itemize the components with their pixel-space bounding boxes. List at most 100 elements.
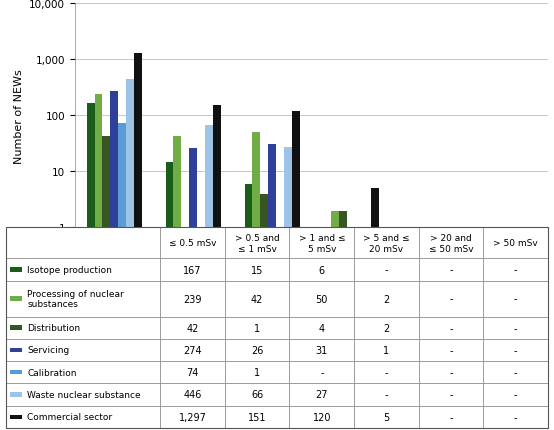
Text: > 1 and ≤
5 mSv: > 1 and ≤ 5 mSv [299, 233, 345, 253]
Text: 74: 74 [186, 367, 199, 377]
Bar [419, 339, 483, 361]
Bar [173, 137, 181, 430]
Text: -: - [449, 412, 453, 422]
Text: Commercial sector: Commercial sector [27, 412, 112, 421]
Text: > 20 and
≤ 50 mSv: > 20 and ≤ 50 mSv [429, 233, 473, 253]
Bar [354, 405, 419, 428]
Bar [483, 405, 548, 428]
Bar [160, 405, 225, 428]
Bar [10, 392, 22, 397]
Bar [483, 384, 548, 405]
Text: 5: 5 [383, 412, 389, 422]
Bar [253, 133, 260, 430]
Text: -: - [384, 265, 388, 275]
Text: -: - [514, 265, 517, 275]
Bar [354, 361, 419, 384]
Bar [134, 54, 142, 430]
Bar [290, 339, 354, 361]
Bar [419, 317, 483, 339]
Text: > 0.5 and
≤ 1 mSv: > 0.5 and ≤ 1 mSv [235, 233, 280, 253]
Text: 31: 31 [316, 345, 328, 355]
Bar [160, 339, 225, 361]
Bar [483, 281, 548, 317]
Bar [160, 281, 225, 317]
Bar [290, 317, 354, 339]
Text: -: - [449, 345, 453, 355]
Text: Isotope production: Isotope production [27, 265, 112, 274]
Bar [354, 339, 419, 361]
Text: 4: 4 [319, 323, 325, 333]
Bar [160, 384, 225, 405]
Bar [290, 405, 354, 428]
Text: Calibration: Calibration [27, 368, 77, 377]
Text: Processing of nuclear
substances: Processing of nuclear substances [27, 289, 124, 309]
Text: -: - [320, 367, 324, 377]
Bar [292, 112, 300, 430]
Bar [331, 211, 339, 430]
Bar [6, 281, 160, 317]
Bar [419, 361, 483, 384]
Y-axis label: Number of NEWs: Number of NEWs [13, 69, 23, 163]
Text: Waste nuclear substance: Waste nuclear substance [27, 390, 141, 399]
Text: 2: 2 [383, 294, 389, 304]
Bar [225, 339, 290, 361]
Bar [225, 281, 290, 317]
Bar [118, 123, 126, 430]
Text: ≤ 0.5 mSv: ≤ 0.5 mSv [169, 239, 216, 248]
Text: 15: 15 [251, 265, 263, 275]
Text: 1,297: 1,297 [178, 412, 207, 422]
Bar [6, 384, 160, 405]
Text: 42: 42 [251, 294, 263, 304]
Text: 446: 446 [183, 390, 202, 399]
Text: -: - [384, 390, 388, 399]
Bar [290, 259, 354, 281]
Bar [225, 361, 290, 384]
Bar [419, 384, 483, 405]
Bar [244, 184, 253, 430]
Text: 167: 167 [183, 265, 202, 275]
Bar [181, 228, 189, 430]
Bar [86, 104, 95, 430]
Bar [6, 228, 160, 259]
Text: -: - [514, 367, 517, 377]
Text: 26: 26 [251, 345, 263, 355]
Text: -: - [514, 345, 517, 355]
Bar [290, 361, 354, 384]
Bar [419, 281, 483, 317]
Text: 1: 1 [383, 345, 389, 355]
Bar [483, 361, 548, 384]
Bar [160, 361, 225, 384]
Bar [160, 259, 225, 281]
Bar [354, 317, 419, 339]
Bar [10, 348, 22, 352]
Bar [225, 259, 290, 281]
Bar [213, 106, 221, 430]
Bar [6, 259, 160, 281]
Text: 42: 42 [186, 323, 199, 333]
Bar [110, 92, 118, 430]
Bar [10, 326, 22, 330]
Text: 274: 274 [183, 345, 202, 355]
Text: -: - [449, 294, 453, 304]
Bar [10, 415, 22, 419]
Bar [205, 126, 213, 430]
Text: 120: 120 [312, 412, 331, 422]
Bar [102, 137, 110, 430]
Bar [290, 384, 354, 405]
Text: 2: 2 [383, 323, 389, 333]
Bar [347, 228, 355, 430]
Text: -: - [514, 390, 517, 399]
Bar [268, 144, 276, 430]
Bar [483, 317, 548, 339]
Text: 27: 27 [316, 390, 328, 399]
Bar [10, 370, 22, 375]
Text: > 50 mSv: > 50 mSv [493, 239, 538, 248]
Bar [225, 405, 290, 428]
Text: Distribution: Distribution [27, 323, 80, 332]
Bar [290, 281, 354, 317]
Text: 1: 1 [254, 323, 260, 333]
Bar [166, 162, 173, 430]
Bar [290, 228, 354, 259]
Bar [354, 259, 419, 281]
Bar [95, 95, 102, 430]
